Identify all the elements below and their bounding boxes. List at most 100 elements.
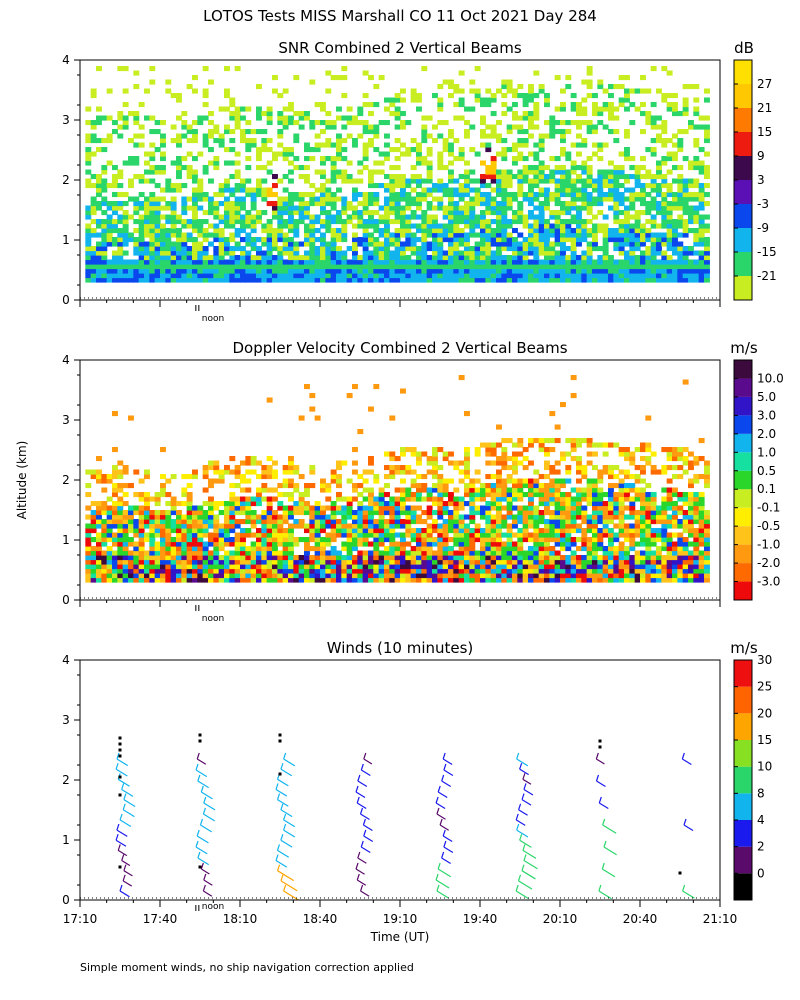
velocity-cell [501,438,508,444]
snr-cell [442,210,449,216]
snr-cell [506,273,513,279]
snr-cell [517,124,524,130]
velocity-cell [362,469,369,475]
velocity-cell [90,555,97,561]
snr-cell [240,183,246,189]
snr-cell [160,187,166,193]
snr-cell [170,205,177,211]
snr-cell [170,223,177,229]
snr-cell [432,241,438,247]
snr-cell [613,174,620,180]
snr-cell [192,138,198,144]
snr-cell [202,115,209,121]
snr-cell [176,259,182,265]
snr-cell [250,219,257,225]
velocity-cell [229,496,236,502]
snr-cell [704,151,710,157]
snr-cell [186,165,193,171]
velocity-cell [426,577,433,583]
snr-cell [565,268,572,274]
snr-cell [96,201,102,207]
velocity-cell [256,559,262,565]
snr-cell [501,84,508,90]
velocity-cell [490,487,497,493]
snr-cell [464,178,470,184]
snr-cell [565,232,572,238]
snr-cell [698,241,705,247]
snr-cell [341,237,348,243]
snr-cell [154,214,161,220]
snr-cell [640,241,646,247]
snr-cell [618,277,625,283]
snr-cell [442,250,449,256]
velocity-cell [437,573,444,579]
snr-cell [277,111,284,117]
snr-cell [458,241,465,247]
snr-cell [272,232,278,238]
velocity-cell [293,541,300,547]
velocity-cell [197,519,204,525]
snr-cell [666,219,673,225]
snr-cell [485,255,492,261]
velocity-cell [517,442,524,448]
snr-cell [85,205,92,211]
velocity-cell [554,559,561,565]
snr-cell [261,138,268,144]
velocity-cell [336,555,342,561]
velocity-cell [218,555,225,561]
velocity-cell [106,519,113,525]
snr-cell [437,250,444,256]
snr-cell [544,187,550,193]
snr-cell [602,124,609,130]
velocity-cell [384,564,390,570]
velocity-cell [389,456,396,462]
velocity-cell [85,550,92,556]
snr-cell [400,111,406,117]
velocity-cell [250,577,257,583]
snr-cell [320,142,326,148]
velocity-cell [506,546,513,552]
snr-cell [602,102,609,108]
snr-cell [533,111,540,117]
velocity-cell [549,483,556,489]
snr-cell [368,277,374,283]
velocity-cell [325,487,332,493]
velocity-cell [389,415,396,421]
snr-cell [357,120,364,126]
velocity-cell [90,510,97,516]
velocity-cell [362,555,369,561]
velocity-cell [101,474,108,480]
snr-cell [272,214,278,220]
velocity-cell [432,460,438,466]
snr-cell [448,192,454,198]
velocity-cell [389,573,396,579]
snr-cell [640,196,646,202]
snr-cell [245,273,252,279]
snr-cell [570,259,577,265]
velocity-cell [490,519,497,525]
snr-cell [181,241,188,247]
snr-cell [330,273,337,279]
snr-cell [400,124,406,130]
velocity-cell [176,555,182,561]
snr-cell [693,273,700,279]
snr-cell [448,84,454,90]
snr-cell [170,201,177,207]
velocity-cell [405,555,412,561]
snr-cell [234,273,241,279]
velocity-cell [320,528,326,534]
velocity-cell [122,532,129,538]
velocity-cell [474,577,481,583]
snr-cell [85,178,92,184]
snr-cell [586,201,593,207]
snr-cell [250,187,257,193]
velocity-cell [533,505,540,511]
velocity-cell [170,573,177,579]
velocity-cell [165,514,172,520]
snr-cell [304,156,310,162]
snr-cell [560,228,566,234]
snr-cell [352,277,358,283]
velocity-cell [197,523,204,529]
snr-cell [410,97,417,103]
velocity-cell [405,510,412,516]
